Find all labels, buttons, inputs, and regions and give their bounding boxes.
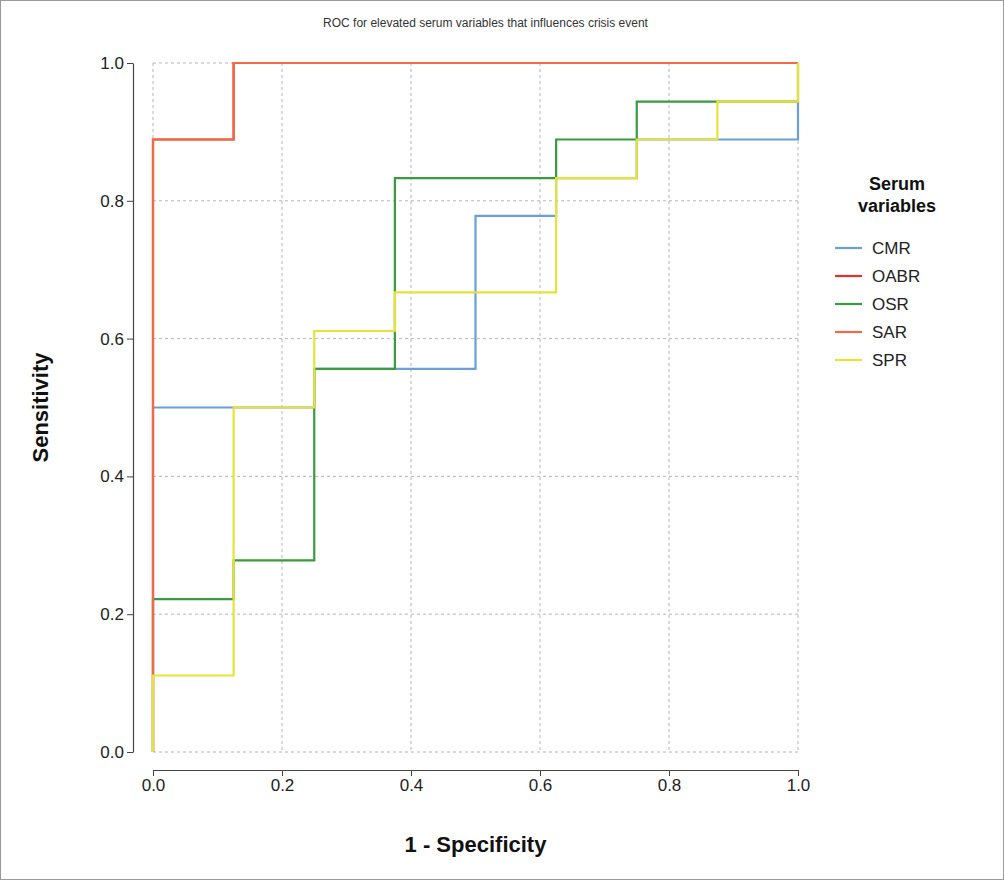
tick: 0.4 <box>100 467 133 486</box>
grid-line-y <box>153 476 798 477</box>
tick-mark <box>127 614 133 615</box>
y-axis: 0.0 0.2 0.4 0.6 0.8 1.0 <box>100 54 133 762</box>
legend-swatch <box>835 247 862 249</box>
roc-line <box>153 63 798 752</box>
tick: 0.6 <box>100 330 133 349</box>
tick-label: 0.8 <box>658 776 682 795</box>
roc-line <box>153 63 798 752</box>
tick: 1.0 <box>100 54 133 73</box>
legend-label: OSR <box>872 295 909 314</box>
tick: 0.2 <box>271 770 295 795</box>
title: ROC for elevated serum variables that in… <box>323 16 648 30</box>
y-axis-title: Sensitivity <box>28 352 53 463</box>
x-axis: 0.0 0.2 0.4 0.6 0.8 1.0 <box>142 770 811 795</box>
tick: 0.8 <box>658 770 682 795</box>
roc-line <box>153 63 798 752</box>
plot-lines <box>153 63 798 752</box>
tick-label: 0.0 <box>142 776 166 795</box>
tick-label: 1.0 <box>787 776 811 795</box>
legend-swatch <box>835 275 862 277</box>
tick-mark <box>127 752 133 753</box>
legend-title: Serumvariables <box>858 174 936 216</box>
tick: 0.0 <box>142 770 166 795</box>
axis-line <box>154 770 799 771</box>
roc-line <box>153 102 798 752</box>
legend-label: SAR <box>872 323 907 342</box>
legend-label: CMR <box>872 239 911 258</box>
tick-label: 0.2 <box>271 776 295 795</box>
grid-line-x <box>669 63 670 752</box>
tick-label: 1.0 <box>100 54 124 73</box>
grid-line-y <box>153 752 798 753</box>
tick-mark <box>127 476 133 477</box>
tick-label: 0.4 <box>100 467 124 486</box>
legend: Serumvariables CMR OABR OSR SAR SPR <box>835 174 936 370</box>
tick-mark <box>127 63 133 64</box>
tick: 0.2 <box>100 605 133 624</box>
legend-label: OABR <box>872 267 920 286</box>
grid-line-x <box>540 63 541 752</box>
tick-mark <box>127 201 133 202</box>
legend-swatch <box>835 359 862 361</box>
grid-line-x <box>411 63 412 752</box>
tick-label: 0.2 <box>100 605 124 624</box>
tick-label: 0.0 <box>100 743 124 762</box>
grid-line-x <box>798 63 799 752</box>
chart: 0.0 0.2 0.4 0.6 0.8 1.0 0.0 0.2 0.4 0.6 0.8 1.0 ROC … <box>0 0 1004 880</box>
tick-label: 0.8 <box>100 192 124 211</box>
grid <box>153 63 798 752</box>
grid-line-y <box>153 614 798 615</box>
legend-swatch <box>835 303 862 305</box>
tick-label: 0.6 <box>529 776 553 795</box>
tick-label: 0.6 <box>100 330 124 349</box>
tick-mark <box>127 339 133 340</box>
grid-line-y <box>153 200 798 201</box>
legend-swatch <box>835 331 862 333</box>
roc-line <box>153 63 798 752</box>
axis-line <box>133 64 134 753</box>
tick-label: 0.4 <box>400 776 424 795</box>
frame <box>1 1 1004 880</box>
tick: 1.0 <box>787 770 811 795</box>
tick: 0.0 <box>100 743 133 762</box>
tick: 0.4 <box>400 770 424 795</box>
x-axis-title: 1 - Specificity <box>405 832 548 857</box>
legend-label: SPR <box>872 351 907 370</box>
tick: 0.6 <box>529 770 553 795</box>
tick: 0.8 <box>100 192 133 211</box>
